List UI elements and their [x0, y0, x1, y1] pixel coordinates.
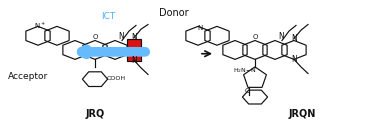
Text: N: N — [278, 32, 284, 41]
Text: N: N — [291, 55, 297, 64]
Text: Donor: Donor — [159, 8, 189, 18]
Text: N: N — [291, 34, 297, 43]
Text: O: O — [92, 34, 98, 40]
Text: JRQN: JRQN — [288, 109, 316, 119]
Text: COOH: COOH — [107, 76, 126, 81]
Text: N$^+$: N$^+$ — [34, 21, 46, 31]
Text: Acceptor: Acceptor — [8, 72, 48, 81]
Text: N: N — [118, 32, 124, 41]
Text: O: O — [244, 88, 250, 94]
Text: ICT: ICT — [101, 12, 115, 21]
Bar — [127, 39, 141, 61]
Text: N: N — [131, 56, 137, 65]
Text: N: N — [197, 25, 203, 31]
Text: N: N — [131, 33, 137, 42]
Text: O: O — [252, 34, 258, 40]
Text: JRQ: JRQ — [85, 109, 105, 119]
Text: H$_2$N$-$N: H$_2$N$-$N — [233, 66, 257, 75]
